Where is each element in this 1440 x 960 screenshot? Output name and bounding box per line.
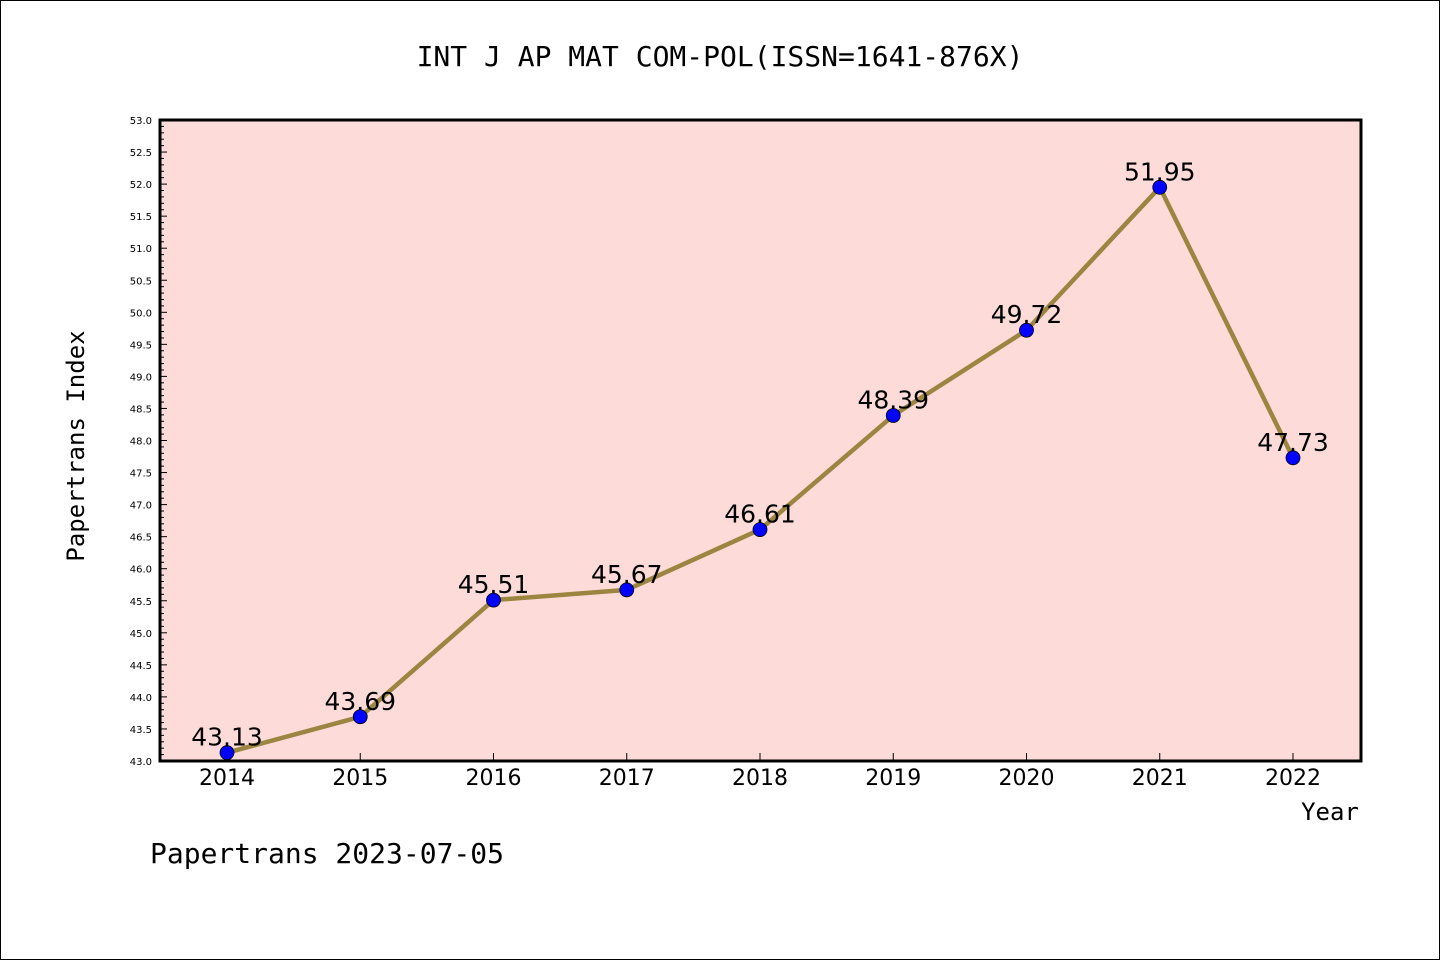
- y-tick-label: 52.5: [130, 148, 152, 159]
- x-tick-label: 2021: [1132, 766, 1188, 791]
- y-tick-label: 49.0: [130, 372, 152, 383]
- x-tick-label: 2019: [865, 766, 921, 791]
- x-tick-label: 2015: [332, 766, 388, 791]
- data-point: [1285, 450, 1301, 466]
- y-tick-label: 47.5: [130, 469, 152, 480]
- data-point: [885, 408, 901, 423]
- y-tick-label: 50.5: [130, 276, 152, 287]
- y-tick-label: 52.0: [130, 180, 152, 191]
- y-tick-label: 44.0: [130, 693, 152, 704]
- data-label: 46.61: [724, 500, 796, 529]
- y-tick-label: 51.5: [130, 212, 152, 223]
- x-axis-title: Year: [1301, 798, 1359, 826]
- data-label: 49.72: [991, 300, 1063, 329]
- footer-date: Papertrans 2023-07-05: [150, 837, 504, 870]
- y-tick-label: 50.0: [130, 308, 152, 319]
- data-point: [1019, 322, 1034, 338]
- data-labels: 43.13 43.69 45.51 45.67 46.61 48.39 49.72 51.95…: [191, 157, 1329, 751]
- chart-title: INT J AP MAT COM-POL(ISSN=1641-876X): [417, 40, 1024, 73]
- plot-area: [158, 118, 1363, 763]
- data-label: 47.73: [1257, 428, 1329, 457]
- data-label: 43.69: [324, 687, 396, 716]
- y-axis-title: Papertrans Index: [62, 330, 90, 561]
- data-label: 51.95: [1124, 157, 1196, 186]
- data-label: 48.39: [857, 386, 929, 415]
- y-tick-label: 49.5: [130, 340, 152, 351]
- data-point: [752, 522, 768, 537]
- data-point: [1152, 179, 1168, 195]
- x-tick-label: 2020: [999, 766, 1055, 791]
- data-point: [219, 745, 235, 761]
- y-tick-label: 47.0: [130, 501, 152, 512]
- data-point: [352, 709, 368, 725]
- y-axis: 43.0 43.5 44.0 44.5 45.0 45.5 46.0 46.5 47.0 47.5…: [130, 116, 167, 768]
- data-point: [619, 582, 635, 598]
- data-label: 45.51: [458, 570, 530, 599]
- y-tick-label: 48.5: [130, 404, 152, 415]
- x-tick-label: 2014: [199, 766, 255, 791]
- data-point: [486, 592, 501, 608]
- y-tick-label: 45.5: [130, 597, 152, 608]
- y-tick-label: 45.0: [130, 629, 152, 640]
- x-tick-label: 2022: [1265, 766, 1321, 791]
- y-tick-label: 44.5: [130, 661, 152, 672]
- y-tick-label: 48.0: [130, 437, 152, 448]
- x-tick-label: 2018: [732, 766, 788, 791]
- y-tick-label: 43.0: [130, 757, 152, 768]
- x-tick-label: 2016: [466, 766, 522, 791]
- x-axis: 2014 2015 2016 2017 2018 2019 2020 2021 2022: [199, 753, 1321, 791]
- y-tick-label: 46.0: [130, 565, 152, 576]
- series: [219, 179, 1301, 761]
- data-label: 43.13: [191, 723, 263, 752]
- x-tick-label: 2017: [599, 766, 655, 791]
- y-tick-label: 46.5: [130, 533, 152, 544]
- y-tick-label: 43.5: [130, 725, 152, 736]
- data-label: 45.67: [591, 560, 663, 589]
- y-tick-label: 53.0: [130, 116, 152, 127]
- y-tick-label: 51.0: [130, 244, 152, 255]
